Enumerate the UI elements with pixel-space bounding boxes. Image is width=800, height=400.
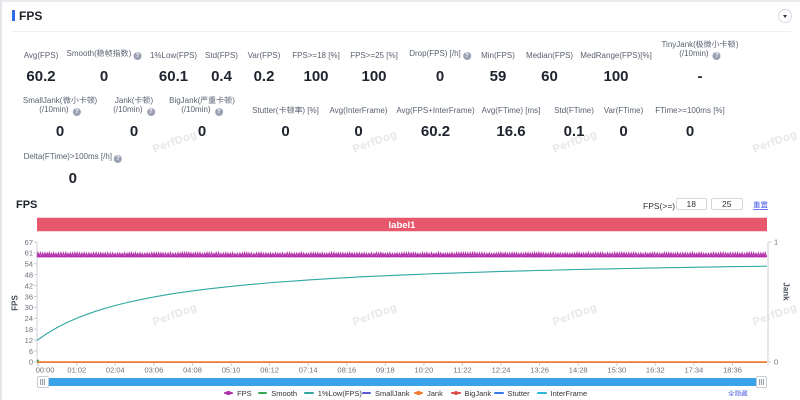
svg-text:04:08: 04:08	[183, 365, 202, 374]
svg-text:02:04: 02:04	[106, 365, 125, 374]
svg-text:12:24: 12:24	[492, 365, 511, 374]
svg-text:24: 24	[25, 314, 33, 323]
svg-text:10:20: 10:20	[415, 365, 434, 374]
svg-text:03:06: 03:06	[145, 365, 164, 374]
svg-text:61: 61	[25, 249, 33, 258]
svg-text:06:12: 06:12	[260, 365, 279, 374]
svg-text:label1: label1	[389, 220, 417, 231]
svg-text:14:28: 14:28	[569, 365, 588, 374]
svg-text:16:32: 16:32	[646, 365, 665, 374]
svg-text:42: 42	[25, 281, 33, 290]
svg-text:00:00: 00:00	[36, 365, 55, 374]
svg-text:54: 54	[25, 260, 33, 269]
svg-text:08:16: 08:16	[337, 365, 356, 374]
svg-text:13:26: 13:26	[530, 365, 549, 374]
svg-text:30: 30	[25, 303, 33, 312]
svg-text:FPS: FPS	[11, 295, 20, 311]
svg-text:18:36: 18:36	[723, 365, 742, 374]
svg-text:48: 48	[25, 271, 33, 280]
svg-text:0: 0	[29, 358, 33, 367]
svg-text:07:14: 07:14	[299, 365, 318, 374]
svg-text:1: 1	[774, 238, 778, 247]
svg-text:67: 67	[25, 238, 33, 247]
svg-text:15:30: 15:30	[607, 365, 626, 374]
svg-text:05:10: 05:10	[222, 365, 241, 374]
svg-text:18: 18	[25, 325, 33, 334]
svg-text:6: 6	[29, 347, 33, 356]
svg-text:01:02: 01:02	[67, 365, 86, 374]
svg-text:17:34: 17:34	[685, 365, 704, 374]
svg-text:0: 0	[774, 357, 778, 366]
svg-text:12: 12	[25, 336, 33, 345]
svg-text:09:18: 09:18	[376, 365, 395, 374]
svg-text:36: 36	[25, 292, 33, 301]
svg-text:11:22: 11:22	[453, 365, 471, 374]
svg-text:Jank: Jank	[782, 282, 791, 301]
